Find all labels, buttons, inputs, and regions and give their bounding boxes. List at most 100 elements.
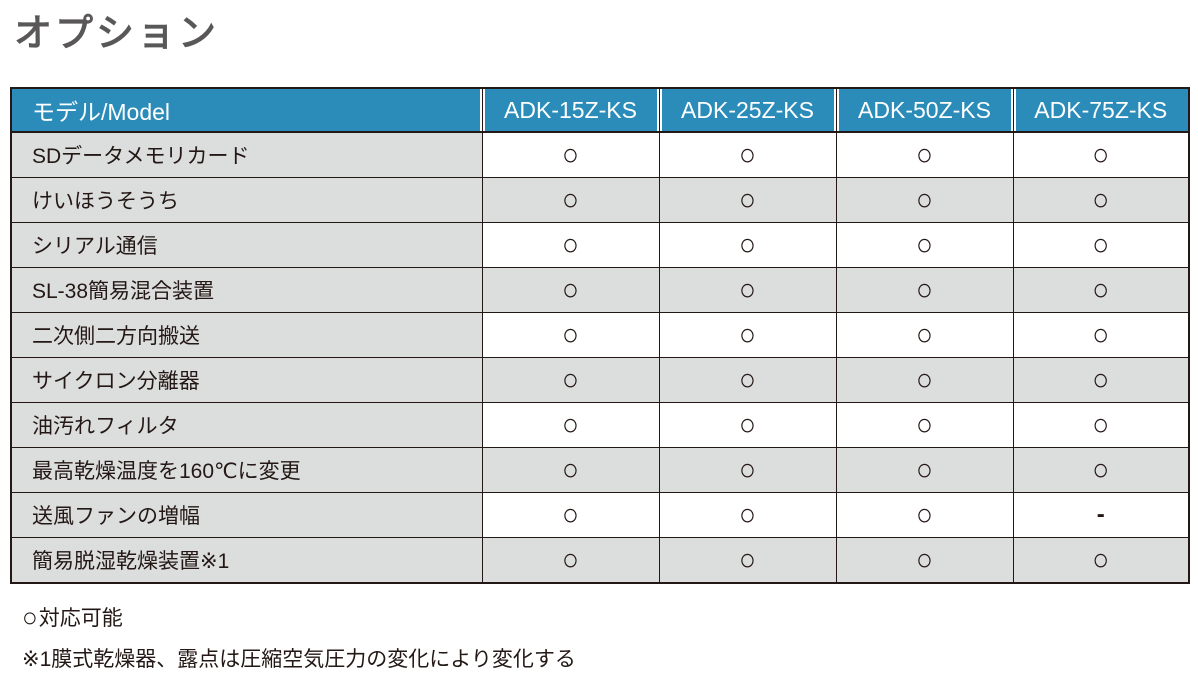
circle-icon: ○ xyxy=(562,137,579,172)
availability-circle-mark: ○ xyxy=(481,222,660,268)
footnote-membrane-dryer: ※1膜式乾燥器、露点は圧縮空気圧力の変化により変化する xyxy=(22,647,576,671)
circle-icon: ○ xyxy=(739,182,756,217)
availability-dash-mark: - xyxy=(1012,492,1190,538)
circle-icon: ○ xyxy=(916,182,933,217)
circle-icon: ○ xyxy=(739,452,756,487)
availability-circle-mark: ○ xyxy=(835,537,1014,584)
availability-circle-mark: ○ xyxy=(1012,267,1190,313)
circle-icon: ○ xyxy=(739,407,756,442)
circle-icon: ○ xyxy=(916,227,933,262)
circle-icon: ○ xyxy=(916,137,933,172)
circle-icon: ○ xyxy=(562,182,579,217)
option-label: SL-38簡易混合装置 xyxy=(10,267,483,313)
circle-icon: ○ xyxy=(1092,137,1110,172)
option-row: SDデータメモリカード ○ ○ ○ ○ xyxy=(10,131,1190,178)
option-label: シリアル通信 xyxy=(10,222,483,268)
option-row: サイクロン分離器 ○ ○ ○ ○ xyxy=(10,357,1190,403)
availability-circle-mark: ○ xyxy=(835,131,1014,178)
option-row: SL-38簡易混合装置 ○ ○ ○ ○ xyxy=(10,267,1190,313)
availability-circle-mark: ○ xyxy=(658,222,837,268)
circle-icon: ○ xyxy=(1092,362,1110,397)
option-label: サイクロン分離器 xyxy=(10,357,483,403)
availability-circle-mark: ○ xyxy=(835,177,1014,223)
availability-circle-mark: ○ xyxy=(835,447,1014,493)
option-row: シリアル通信 ○ ○ ○ ○ xyxy=(10,222,1190,268)
circle-icon: ○ xyxy=(562,452,579,487)
availability-circle-mark: ○ xyxy=(658,357,837,403)
options-table-body: SDデータメモリカード ○ ○ ○ ○ けいほうそうち ○ ○ ○ ○ シリアル通信 ○ ○ ○ ○ SL-3… xyxy=(10,131,1190,584)
option-label: SDデータメモリカード xyxy=(10,131,483,178)
circle-icon: ○ xyxy=(739,542,756,577)
availability-circle-mark: ○ xyxy=(658,537,837,584)
legend-availability-text: 対応可能 xyxy=(38,606,123,630)
option-row: 簡易脱湿乾燥装置※1 ○ ○ ○ ○ xyxy=(10,537,1190,584)
circle-icon: ○ xyxy=(562,227,579,262)
option-label: 油汚れフィルタ xyxy=(10,402,483,448)
availability-circle-mark: ○ xyxy=(658,267,837,313)
availability-circle-mark: ○ xyxy=(1012,131,1190,178)
option-row: 油汚れフィルタ ○ ○ ○ ○ xyxy=(10,402,1190,448)
availability-circle-mark: ○ xyxy=(1012,222,1190,268)
circle-icon: ○ xyxy=(739,317,756,352)
page-title: オプション xyxy=(14,13,220,55)
circle-icon: ○ xyxy=(1092,452,1110,487)
circle-icon: ○ xyxy=(1092,182,1110,217)
availability-circle-mark: ○ xyxy=(481,447,660,493)
circle-icon: ○ xyxy=(739,272,756,307)
availability-circle-mark: ○ xyxy=(835,267,1014,313)
header-col-adk-15z-ks: ADK-15Z-KS xyxy=(481,87,660,133)
option-label: 送風ファンの増幅 xyxy=(10,492,483,538)
option-row: けいほうそうち ○ ○ ○ ○ xyxy=(10,177,1190,223)
circle-icon: ○ xyxy=(562,407,579,442)
availability-circle-mark: ○ xyxy=(658,312,837,358)
header-col-adk-50z-ks: ADK-50Z-KS xyxy=(835,87,1014,133)
circle-icon: ○ xyxy=(1092,227,1110,262)
circle-icon: ○ xyxy=(739,137,756,172)
header-model-label: モデル/Model xyxy=(10,87,483,133)
availability-circle-mark: ○ xyxy=(835,492,1014,538)
circle-icon: ○ xyxy=(916,272,933,307)
availability-circle-mark: ○ xyxy=(1012,447,1190,493)
availability-circle-mark: ○ xyxy=(1012,177,1190,223)
availability-circle-mark: ○ xyxy=(481,492,660,538)
circle-icon: ○ xyxy=(916,497,933,532)
circle-icon: ○ xyxy=(916,317,933,352)
circle-icon: ○ xyxy=(562,362,579,397)
circle-icon: ○ xyxy=(916,362,933,397)
option-label: 二次側二方向搬送 xyxy=(10,312,483,358)
header-col-adk-75z-ks: ADK-75Z-KS xyxy=(1012,87,1190,133)
circle-icon: ○ xyxy=(739,227,756,262)
availability-circle-mark: ○ xyxy=(835,222,1014,268)
option-label: 簡易脱湿乾燥装置※1 xyxy=(10,537,483,584)
availability-circle-mark: ○ xyxy=(481,357,660,403)
circle-icon: ○ xyxy=(1092,317,1110,352)
circle-icon: ○ xyxy=(916,407,933,442)
availability-circle-mark: ○ xyxy=(481,177,660,223)
circle-icon: ○ xyxy=(916,542,933,577)
circle-icon: ○ xyxy=(739,497,756,532)
circle-icon: ○ xyxy=(916,452,933,487)
availability-circle-mark: ○ xyxy=(1012,402,1190,448)
options-table: モデル/Model ADK-15Z-KS ADK-25Z-KS ADK-50Z-… xyxy=(10,87,1190,584)
availability-circle-mark: ○ xyxy=(1012,357,1190,403)
option-label: 最高乾燥温度を160℃に変更 xyxy=(10,447,483,493)
circle-icon: ○ xyxy=(22,600,38,633)
availability-circle-mark: ○ xyxy=(658,447,837,493)
options-table-header: モデル/Model ADK-15Z-KS ADK-25Z-KS ADK-50Z-… xyxy=(10,87,1190,133)
availability-circle-mark: ○ xyxy=(835,357,1014,403)
availability-circle-mark: ○ xyxy=(658,492,837,538)
circle-icon: ○ xyxy=(1092,407,1110,442)
option-row: 送風ファンの増幅 ○ ○ ○ - xyxy=(10,492,1190,538)
circle-icon: ○ xyxy=(1092,272,1110,307)
availability-circle-mark: ○ xyxy=(835,312,1014,358)
availability-circle-mark: ○ xyxy=(481,131,660,178)
circle-icon: ○ xyxy=(562,542,579,577)
availability-circle-mark: ○ xyxy=(1012,537,1190,584)
circle-icon: ○ xyxy=(562,272,579,307)
table-notes: ○ 対応可能 ※1膜式乾燥器、露点は圧縮空気圧力の変化により変化する xyxy=(22,596,576,678)
availability-circle-mark: ○ xyxy=(1012,312,1190,358)
circle-icon: ○ xyxy=(562,317,579,352)
availability-circle-mark: ○ xyxy=(658,402,837,448)
legend-availability-note: ○ 対応可能 xyxy=(22,596,576,637)
header-col-adk-25z-ks: ADK-25Z-KS xyxy=(658,87,837,133)
